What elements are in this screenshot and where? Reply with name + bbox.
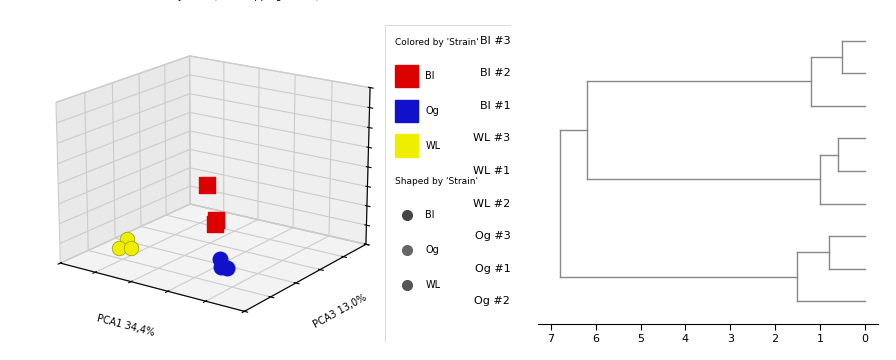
Text: Bl: Bl xyxy=(426,210,435,220)
Text: Colored by 'Strain': Colored by 'Strain' xyxy=(395,38,479,47)
Bar xyxy=(395,65,418,87)
Text: Og: Og xyxy=(426,106,439,116)
Text: Bl: Bl xyxy=(426,71,435,81)
Text: WL #1: WL #1 xyxy=(473,166,511,176)
Text: Bl #3: Bl #3 xyxy=(479,36,511,46)
Text: Og #2: Og #2 xyxy=(475,296,511,306)
Text: PCA –  Probe Cell Intensity Data (PCA Mapping 64,1%): PCA – Probe Cell Intensity Data (PCA Map… xyxy=(55,0,319,1)
X-axis label: PCA1 34,4%: PCA1 34,4% xyxy=(96,314,156,338)
Y-axis label: PCA3 13,0%: PCA3 13,0% xyxy=(312,293,369,330)
Text: WL: WL xyxy=(426,141,441,150)
FancyBboxPatch shape xyxy=(385,25,511,342)
Text: Og #3: Og #3 xyxy=(475,231,511,241)
Text: Bl #1: Bl #1 xyxy=(479,101,511,111)
Text: Og #1: Og #1 xyxy=(475,264,511,274)
Text: Bl #2: Bl #2 xyxy=(479,68,511,78)
Text: WL: WL xyxy=(426,280,441,290)
Text: WL #2: WL #2 xyxy=(473,199,511,208)
Text: WL #3: WL #3 xyxy=(473,134,511,143)
Bar xyxy=(395,100,418,122)
Bar xyxy=(395,135,418,157)
Text: Shaped by 'Strain': Shaped by 'Strain' xyxy=(395,177,478,186)
Text: Og: Og xyxy=(426,245,439,255)
